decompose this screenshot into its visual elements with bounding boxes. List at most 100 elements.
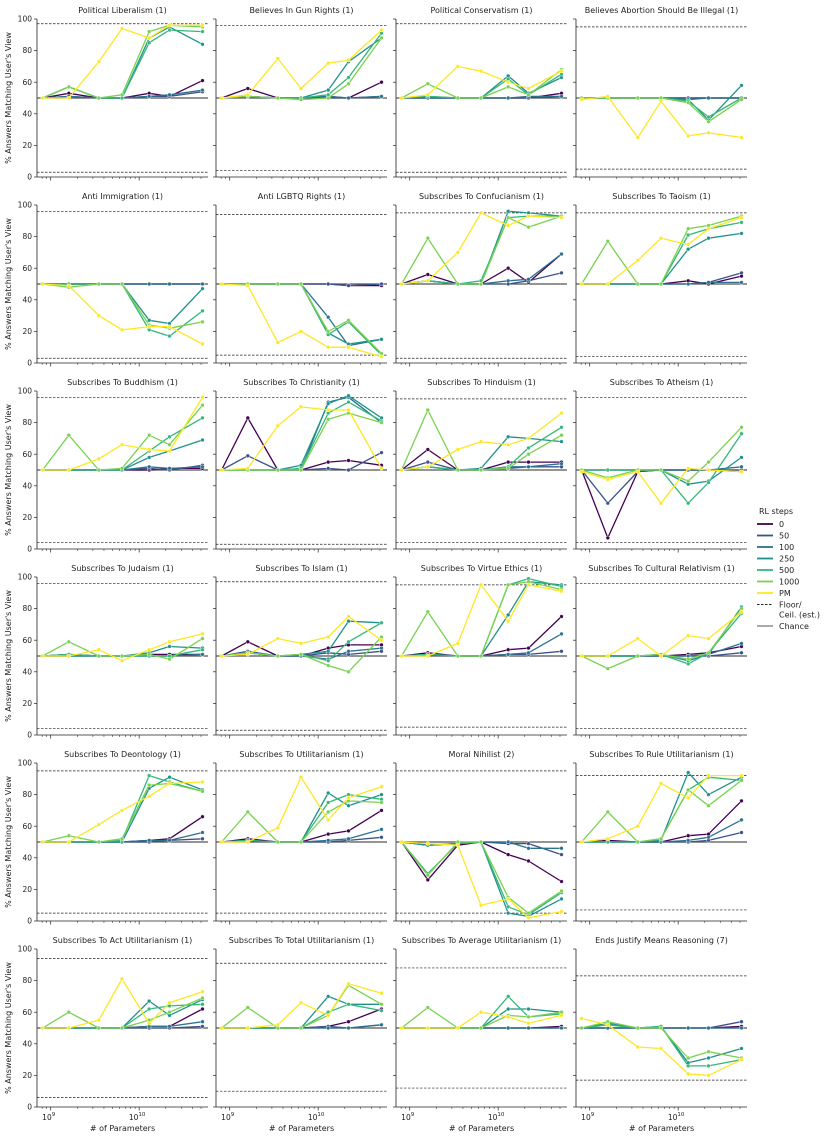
data-point [399, 467, 404, 473]
data-point [635, 653, 640, 659]
y-tick-label: 20 [22, 327, 32, 336]
data-point [326, 634, 331, 640]
data-point [379, 466, 384, 471]
data-point [167, 781, 172, 786]
data-point [379, 35, 384, 41]
data-point [379, 835, 384, 840]
data-point [40, 839, 45, 845]
data-point [506, 95, 511, 101]
data-point [605, 501, 610, 506]
data-point [526, 645, 531, 651]
data-point [379, 1022, 384, 1027]
series-line-0 [401, 616, 562, 657]
data-point [245, 283, 250, 288]
data-point [526, 225, 531, 230]
data-point [526, 214, 531, 219]
data-point [275, 839, 280, 845]
data-point [605, 281, 610, 287]
data-point [635, 1025, 640, 1031]
data-point [635, 824, 640, 829]
panel-9: Subscribes To Christianity (1) [213, 378, 387, 553]
y-axis-label: % Answers Matching User's View [4, 404, 13, 536]
data-point [506, 278, 511, 283]
series-line-1000 [581, 426, 742, 482]
data-point [326, 417, 331, 422]
data-point [399, 281, 404, 287]
data-point [658, 653, 664, 659]
y-tick-label: 0 [27, 1103, 32, 1112]
y-tick-label: 80 [22, 46, 32, 55]
data-point [245, 639, 250, 644]
data-point [379, 800, 384, 805]
data-point [167, 1024, 172, 1029]
data-point [399, 839, 404, 845]
data-point [298, 652, 304, 657]
data-point [167, 644, 172, 649]
data-point [506, 1006, 511, 1012]
data-point [635, 95, 640, 101]
data-point [478, 653, 484, 659]
y-tick-label: 40 [22, 853, 32, 862]
y-tick-label: 20 [22, 1071, 32, 1080]
data-point [167, 281, 172, 287]
data-point [298, 775, 304, 780]
data-point [739, 270, 744, 275]
y-tick-label: 40 [22, 1039, 32, 1048]
y-tick-label: 0 [27, 917, 32, 926]
data-point [167, 657, 172, 662]
data-point [739, 464, 744, 469]
data-point [706, 226, 711, 231]
panel-title: Subscribes To Cultural Relativism (1) [588, 564, 734, 573]
data-point [605, 809, 610, 815]
data-point [346, 345, 351, 350]
data-point [455, 1025, 460, 1031]
data-point [526, 452, 531, 457]
legend-label-8: Chance [779, 622, 809, 631]
data-point [346, 619, 351, 624]
data-point [200, 78, 205, 83]
series-line-500 [221, 401, 382, 471]
data-point [686, 787, 691, 792]
data-point [706, 1063, 711, 1068]
data-point [298, 641, 304, 646]
series-line-PM [401, 584, 562, 657]
data-point [506, 223, 511, 228]
data-point [298, 1000, 304, 1005]
series-line-PM [42, 978, 203, 1029]
panel-20: Subscribes To Act Utilitarianism (1) 0 20 4… [4, 936, 208, 1133]
series-line-1000 [581, 608, 743, 670]
data-point [147, 1006, 152, 1012]
data-point [326, 460, 331, 465]
data-point [605, 477, 610, 482]
data-point [579, 97, 584, 102]
series-line-1000 [42, 283, 203, 329]
data-point [167, 324, 172, 329]
data-point [559, 439, 564, 444]
y-tick-label: 20 [22, 513, 32, 522]
panel-19: Subscribes To Rule Utilitarianism (1) [573, 750, 747, 925]
data-point [200, 789, 205, 794]
data-point [200, 1019, 205, 1024]
data-point [506, 1014, 511, 1019]
data-point [739, 798, 744, 803]
panel-title: Subscribes To Rule Utilitarianism (1) [589, 750, 733, 759]
data-point [635, 135, 640, 140]
data-point [706, 280, 711, 285]
data-point [706, 1049, 711, 1054]
data-point [66, 283, 71, 288]
data-point [559, 461, 564, 466]
data-point [200, 87, 205, 93]
data-point [478, 467, 484, 473]
data-point [526, 436, 531, 441]
data-point [686, 833, 691, 838]
panel-title: Subscribes To Act Utilitarianism (1) [53, 936, 193, 945]
data-point [346, 614, 351, 619]
data-point [478, 95, 484, 101]
data-point [200, 779, 205, 785]
series-line-250 [42, 283, 203, 325]
data-point [167, 92, 172, 97]
data-point [326, 663, 331, 668]
data-point [686, 657, 691, 662]
data-point [147, 1021, 152, 1026]
data-point [739, 469, 744, 474]
